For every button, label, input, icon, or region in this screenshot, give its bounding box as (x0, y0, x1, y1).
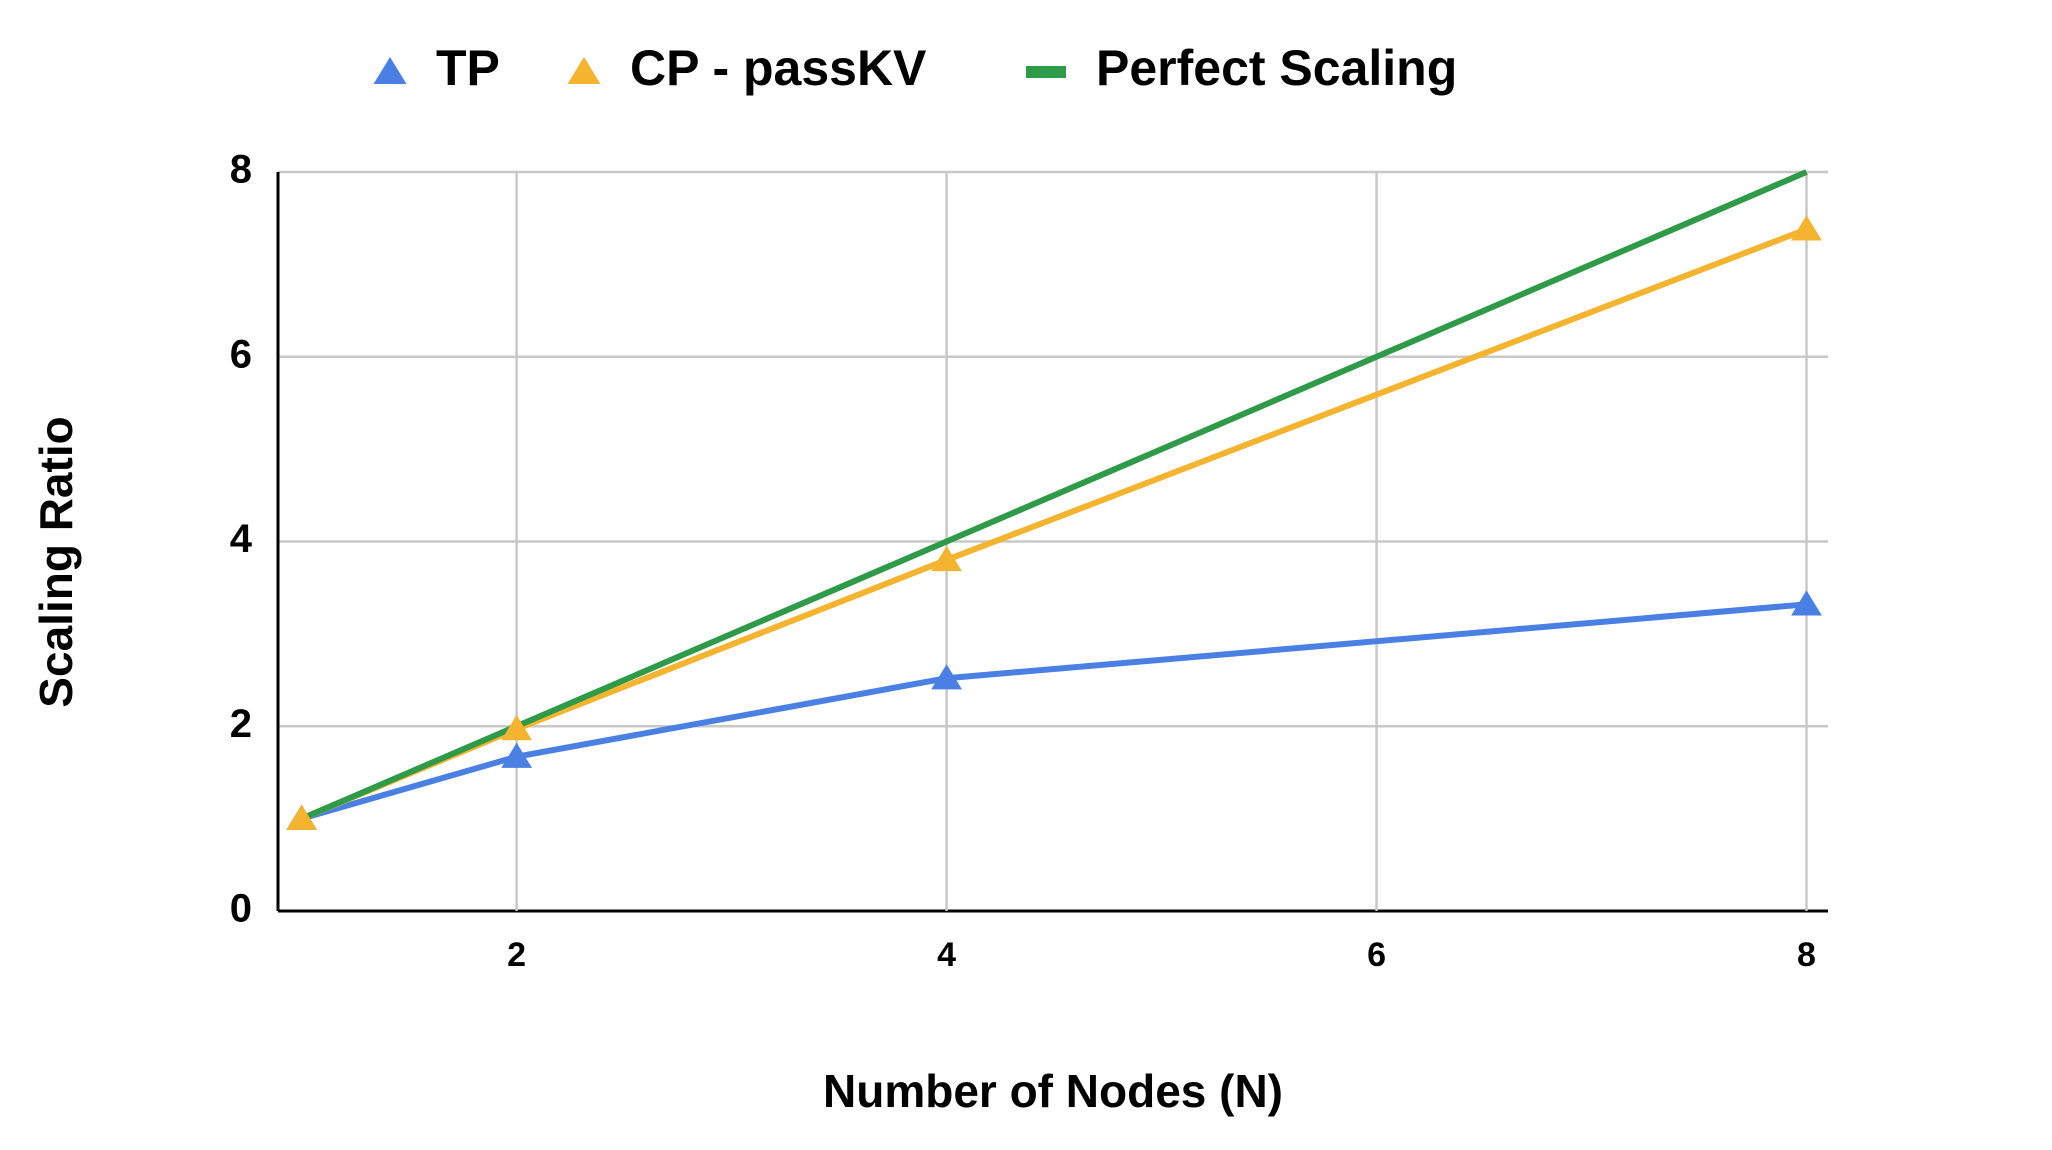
x-axis-title: Number of Nodes (N) (823, 1065, 1283, 1117)
y-axis-title: Scaling Ratio (30, 416, 82, 707)
legend-label: CP - passKV (630, 40, 927, 96)
legend-marker (1026, 66, 1066, 78)
y-tick-label: 2 (230, 702, 252, 746)
series-line (300, 169, 1808, 822)
y-tick-label: 8 (230, 148, 252, 192)
data-point (501, 715, 533, 741)
data-point (501, 742, 533, 768)
data-point (1791, 590, 1822, 616)
x-tick-label: 2 (507, 936, 526, 974)
data-point (931, 545, 962, 572)
series-line (300, 226, 1808, 822)
x-tick-label: 4 (937, 936, 956, 974)
x-tick-label: 6 (1367, 936, 1386, 974)
data-point (286, 804, 318, 830)
legend-label: Perfect Scaling (1096, 40, 1457, 96)
y-tick-label: 4 (230, 517, 253, 561)
data-point (1791, 215, 1822, 241)
x-tick-label: 8 (1797, 936, 1816, 974)
legend-label: TP (436, 40, 500, 96)
legend-marker (373, 57, 407, 84)
y-tick-label: 6 (230, 332, 252, 376)
legend-marker (567, 57, 601, 84)
data-point (931, 664, 962, 690)
y-tick-label: 0 (230, 887, 252, 931)
series-line (300, 601, 1807, 822)
